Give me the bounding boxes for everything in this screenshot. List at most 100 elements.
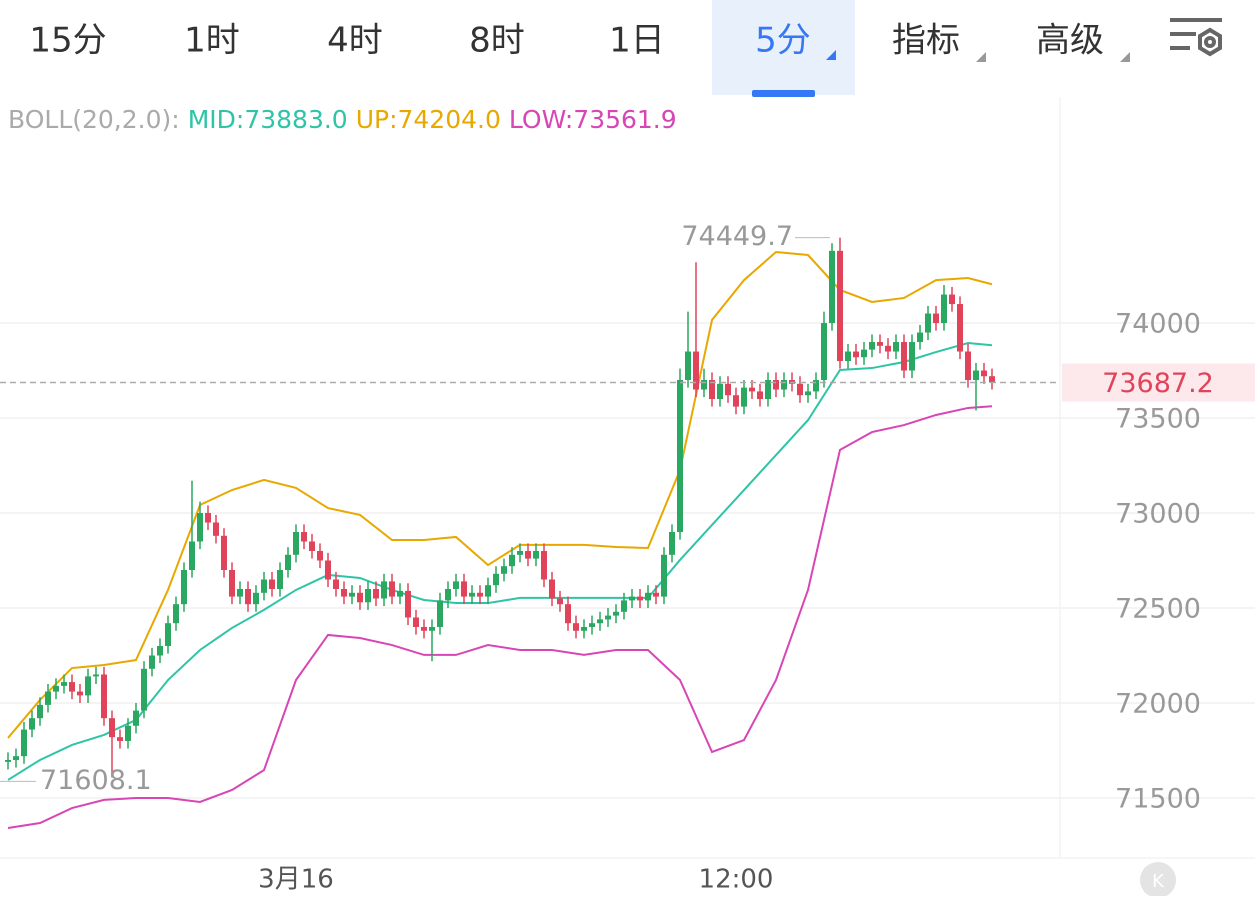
- legend-entry: UP:74204.0: [356, 105, 501, 134]
- tab[interactable]: 8时: [469, 21, 525, 61]
- tab[interactable]: 5分: [755, 21, 811, 61]
- candle-body: [781, 380, 787, 390]
- candle-body: [677, 380, 683, 533]
- candle-body: [589, 623, 595, 627]
- settings-icon[interactable]: [1170, 18, 1222, 57]
- candle-body: [453, 581, 459, 589]
- tab[interactable]: 1时: [184, 21, 240, 61]
- dropdown-arrow: [826, 50, 836, 60]
- band-line: [7, 341, 993, 781]
- candle-body: [909, 342, 915, 371]
- candle-body: [493, 573, 499, 586]
- candle-body: [461, 581, 467, 597]
- candle-body: [141, 668, 147, 711]
- candle-body: [757, 391, 763, 400]
- candle-body: [341, 588, 347, 597]
- candle-body: [949, 294, 955, 305]
- candle-body: [93, 674, 99, 677]
- candle-body: [77, 691, 83, 696]
- indicator-name: BOLL(20,2.0):: [8, 105, 180, 134]
- candle-body: [221, 535, 227, 570]
- y-tick-label: 73500: [1115, 404, 1201, 435]
- dropdown-arrow: [976, 52, 986, 62]
- candle-body: [573, 623, 579, 631]
- candle-body: [565, 604, 571, 624]
- candle-body: [5, 759, 11, 762]
- candle-body: [317, 551, 323, 561]
- indicator-legend: BOLL(20,2.0): MID:73883.0 UP:74204.0 LOW:73…: [8, 105, 677, 134]
- legend-entry: LOW:73561.9: [509, 105, 677, 134]
- candle-body: [189, 541, 195, 570]
- candle-body: [437, 600, 443, 627]
- candle-body: [669, 532, 675, 555]
- high-annotation: 74449.7: [681, 221, 793, 252]
- candle-body: [301, 532, 307, 542]
- candle-body: [53, 685, 59, 692]
- candle-body: [205, 513, 211, 523]
- candle-body: [701, 380, 707, 390]
- y-tick-label: 74000: [1115, 309, 1201, 340]
- candle-body: [245, 588, 251, 605]
- candle-body: [645, 592, 651, 601]
- candle-body: [149, 655, 155, 669]
- candle-body: [893, 342, 899, 352]
- candle-body: [373, 588, 379, 599]
- candle-body: [381, 581, 387, 599]
- candle-body: [661, 554, 667, 597]
- y-tick-label: 73000: [1115, 499, 1201, 530]
- candle-body: [517, 551, 523, 555]
- candle-body: [309, 541, 315, 552]
- candle-body: [525, 551, 531, 559]
- candle-body: [869, 342, 875, 350]
- candle-body: [269, 579, 275, 589]
- tab[interactable]: 指标: [892, 21, 960, 61]
- candle-body: [861, 349, 867, 358]
- candle-body: [261, 579, 267, 593]
- candle-body: [421, 626, 427, 631]
- candle-body: [469, 592, 475, 597]
- candle-body: [365, 588, 371, 603]
- candle-body: [773, 380, 779, 390]
- candle-body: [765, 380, 771, 400]
- tab[interactable]: 4时: [327, 21, 383, 61]
- candle-body: [173, 604, 179, 624]
- tab[interactable]: 1日: [609, 21, 665, 61]
- x-tick-label: 12:00: [699, 865, 774, 895]
- dropdown-arrow: [1120, 52, 1130, 62]
- candle-body: [733, 395, 739, 407]
- candle-body: [621, 600, 627, 612]
- kline-button[interactable]: [1140, 862, 1176, 898]
- candle-body: [877, 342, 883, 346]
- candle-body: [917, 332, 923, 343]
- candle-body: [597, 619, 603, 624]
- candle-body: [837, 250, 843, 362]
- candle-body: [253, 592, 259, 605]
- tab[interactable]: 高级: [1036, 21, 1104, 61]
- active-tab-indicator: [752, 90, 815, 97]
- candle-body: [853, 351, 859, 358]
- candle-body: [293, 532, 299, 555]
- candle-body: [125, 725, 131, 741]
- candle-body: [685, 351, 691, 381]
- candle-body: [45, 691, 51, 705]
- last-price-label: 73687.2: [1102, 368, 1214, 399]
- candle-body: [37, 704, 43, 719]
- y-tick-label: 71500: [1115, 783, 1201, 814]
- candle-body: [485, 585, 491, 597]
- candle-body: [357, 592, 363, 603]
- tab[interactable]: 15分: [29, 21, 106, 61]
- candle-body: [797, 383, 803, 396]
- candle-body: [29, 718, 35, 730]
- last-price-box: [1062, 363, 1255, 402]
- candle-body: [885, 345, 891, 352]
- candle-body: [725, 383, 731, 396]
- candle-body: [637, 596, 643, 601]
- candle-body: [277, 569, 283, 589]
- y-tick-label: 72500: [1115, 593, 1201, 624]
- candle-body: [325, 560, 331, 580]
- candle-body: [813, 380, 819, 392]
- candle-body: [389, 581, 395, 597]
- candle-body: [445, 588, 451, 601]
- candle-body: [989, 376, 995, 383]
